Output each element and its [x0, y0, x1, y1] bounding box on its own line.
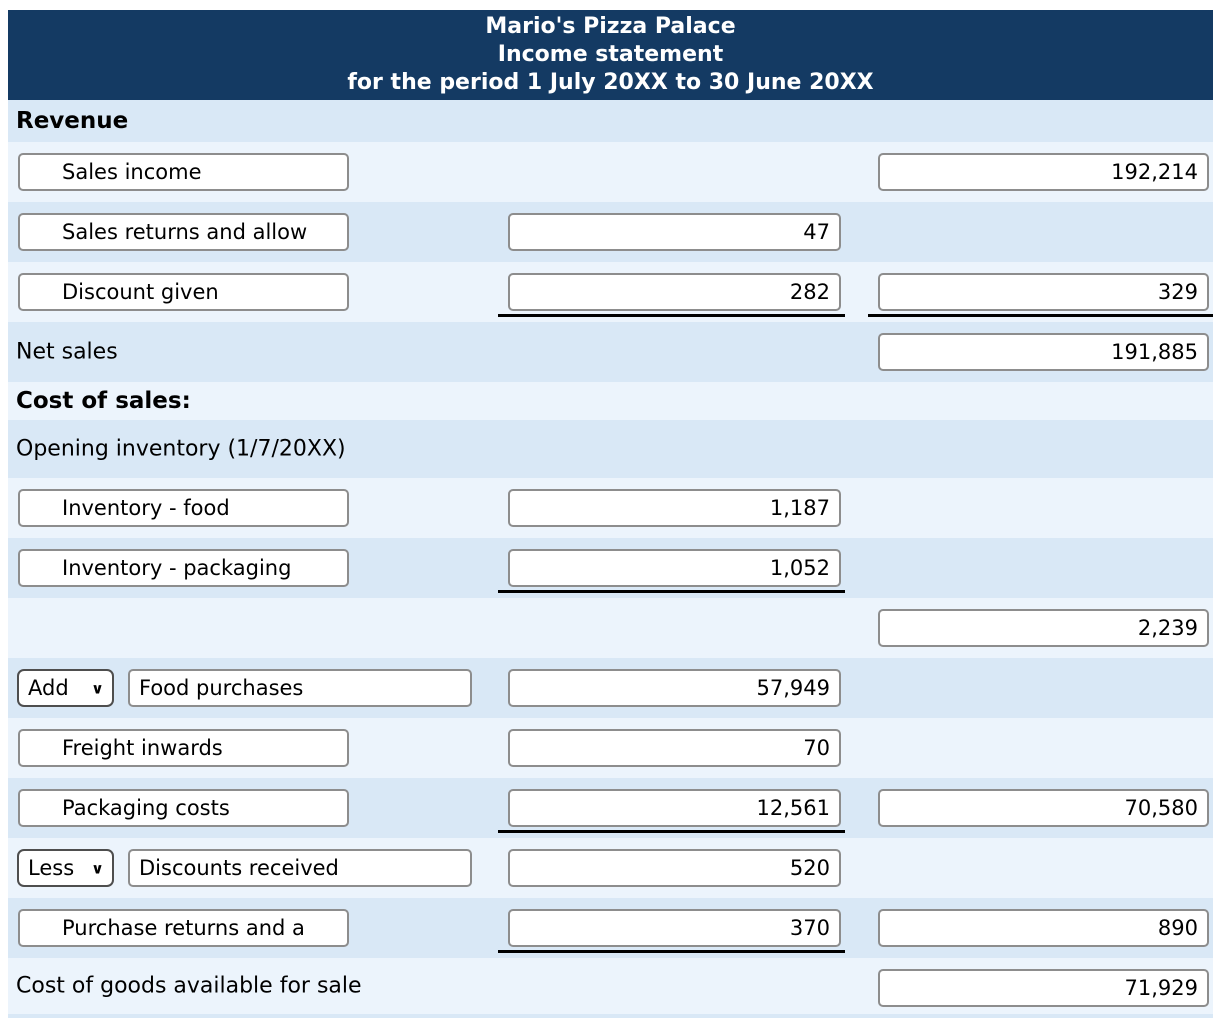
- cogs-available-label: Cost of goods available for sale: [16, 973, 362, 999]
- net-sales-row: Net sales: [8, 322, 1213, 382]
- inventory-food-row: [8, 478, 1213, 538]
- sales-returns-amount-input[interactable]: [508, 213, 841, 251]
- revenue-heading-row: Revenue: [8, 100, 1213, 142]
- statement-header: Mario's Pizza Palace Income statement fo…: [8, 10, 1213, 100]
- add-less-select[interactable]: Add ∨: [17, 669, 114, 707]
- company-name: Mario's Pizza Palace: [485, 14, 736, 39]
- purchase-returns-amount-input[interactable]: [508, 909, 841, 947]
- net-sales-label: Net sales: [16, 339, 118, 365]
- discounts-received-row: Less ∨ :: [8, 838, 1213, 898]
- purchase-returns-row: [8, 898, 1213, 958]
- add-less-select[interactable]: Less ∨: [17, 849, 114, 887]
- purchase-deductions-total-input[interactable]: [878, 909, 1209, 947]
- statement-title: Income statement: [497, 42, 724, 67]
- cogs-available-row: Cost of goods available for sale: [8, 958, 1213, 1014]
- freight-inwards-name-input[interactable]: [18, 729, 349, 767]
- discounts-received-name-input[interactable]: [128, 849, 472, 887]
- opening-inventory-total-input[interactable]: [878, 609, 1209, 647]
- discount-given-row: [8, 262, 1213, 322]
- purchases-subtotal-input[interactable]: [878, 789, 1209, 827]
- food-purchases-name-input[interactable]: [128, 669, 472, 707]
- inventory-food-amount-input[interactable]: [508, 489, 841, 527]
- food-purchases-row: Add ∨ :: [8, 658, 1213, 718]
- sales-income-row: [8, 142, 1213, 202]
- select-value: Less: [28, 856, 75, 880]
- packaging-costs-name-input[interactable]: [18, 789, 349, 827]
- freight-inwards-amount-input[interactable]: [508, 729, 841, 767]
- inventory-packaging-amount-input[interactable]: [508, 549, 841, 587]
- inventory-food-name-input[interactable]: [18, 489, 349, 527]
- inventory-packaging-row: [8, 538, 1213, 598]
- revenue-heading: Revenue: [16, 108, 129, 134]
- partial-next-row: [8, 1014, 1213, 1018]
- sales-returns-row: [8, 202, 1213, 262]
- sales-returns-name-input[interactable]: [18, 213, 349, 251]
- inventory-packaging-name-input[interactable]: [18, 549, 349, 587]
- freight-inwards-row: [8, 718, 1213, 778]
- statement-period: for the period 1 July 20XX to 30 June 20…: [347, 70, 874, 95]
- chevron-down-icon: ∨: [91, 679, 104, 697]
- net-sales-amount-input[interactable]: [878, 333, 1209, 371]
- purchase-returns-name-input[interactable]: [18, 909, 349, 947]
- revenue-deductions-total-input[interactable]: [878, 273, 1209, 311]
- opening-inventory-row: Opening inventory (1/7/20XX): [8, 420, 1213, 478]
- discounts-received-amount-input[interactable]: [508, 849, 841, 887]
- cogs-available-amount-input[interactable]: [878, 969, 1209, 1007]
- packaging-costs-amount-input[interactable]: [508, 789, 841, 827]
- opening-inventory-total-row: [8, 598, 1213, 658]
- discount-given-amount-input[interactable]: [508, 273, 841, 311]
- chevron-down-icon: ∨: [91, 859, 104, 877]
- cost-of-sales-heading-row: Cost of sales:: [8, 382, 1213, 420]
- food-purchases-amount-input[interactable]: [508, 669, 841, 707]
- income-statement-worksheet: Mario's Pizza Palace Income statement fo…: [8, 10, 1213, 1018]
- packaging-costs-row: [8, 778, 1213, 838]
- select-value: Add: [28, 676, 69, 700]
- discount-given-name-input[interactable]: [18, 273, 349, 311]
- sales-income-name-input[interactable]: [18, 153, 349, 191]
- opening-inventory-label: Opening inventory (1/7/20XX): [16, 436, 346, 462]
- sales-income-amount-input[interactable]: [878, 153, 1209, 191]
- cost-of-sales-heading: Cost of sales:: [16, 388, 191, 414]
